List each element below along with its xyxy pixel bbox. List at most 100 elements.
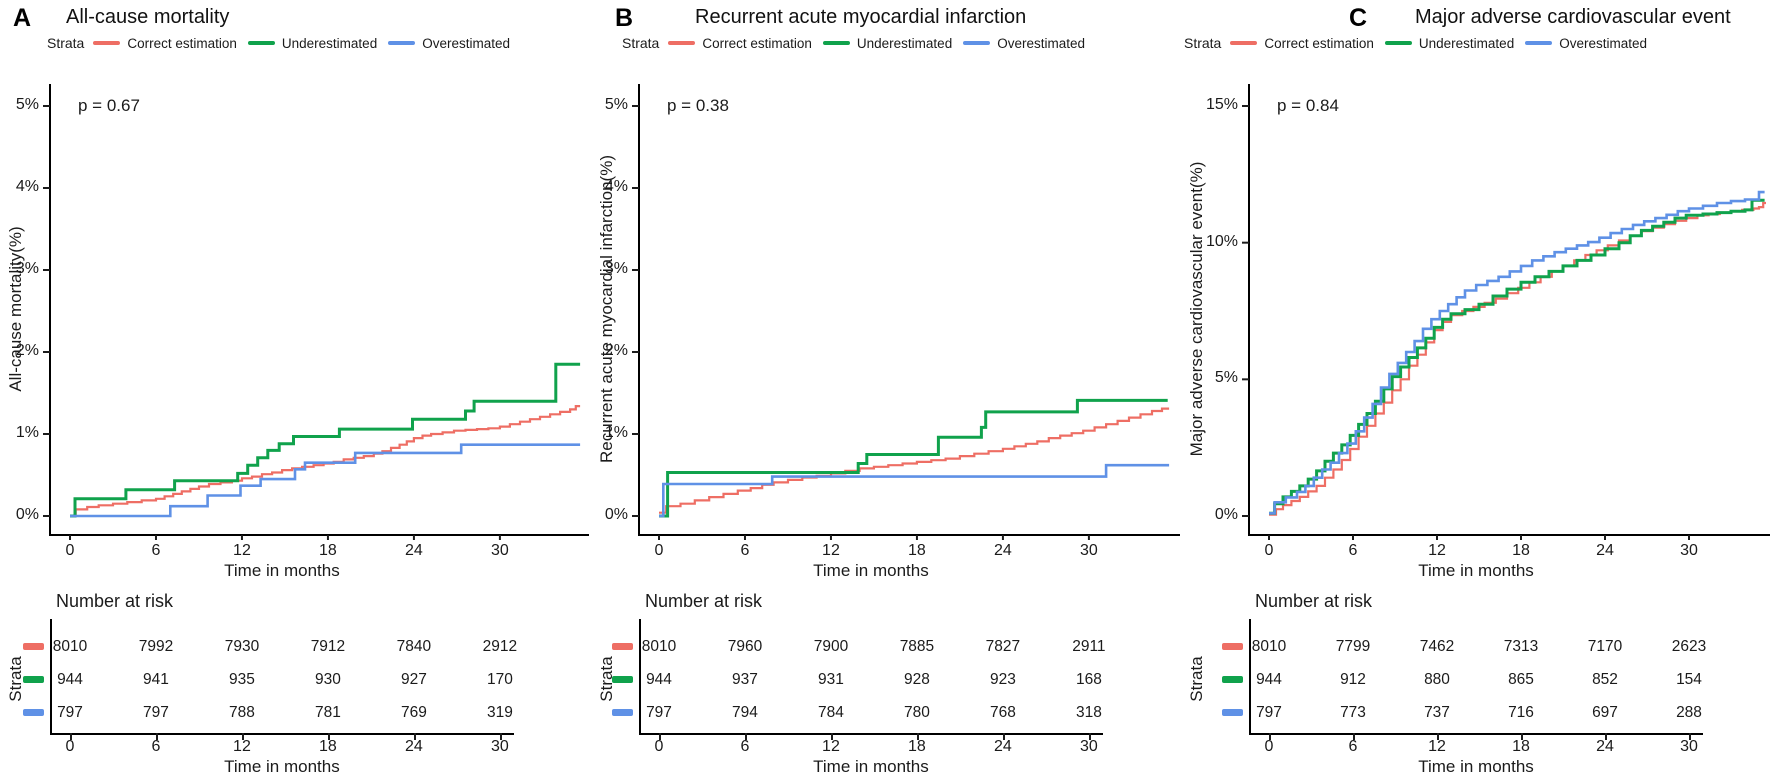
risk-count: 154 <box>1676 671 1702 688</box>
risk-count: 937 <box>732 671 758 688</box>
legend-title: Strata <box>1183 35 1222 51</box>
legend-item: Correct estimation <box>668 36 812 51</box>
risk-count: 928 <box>904 671 930 688</box>
survival-curve-underestimated <box>659 398 1168 518</box>
y-tick-label: 5% <box>15 96 39 113</box>
p-value-label: p = 0.67 <box>78 96 140 115</box>
risk-x-axis-line <box>50 733 514 735</box>
risk-count: 7799 <box>1335 638 1371 655</box>
legend-label: Underestimated <box>281 35 378 51</box>
y-tick-label: 10% <box>1205 232 1238 250</box>
legend-swatch-icon <box>1384 41 1412 45</box>
y-tick-label: 0% <box>15 506 39 523</box>
risk-row-swatch-icon <box>23 709 44 716</box>
x-tick-label: 0 <box>654 542 664 559</box>
risk-table-border <box>50 619 52 733</box>
legend-item: Underestimated <box>1384 35 1515 51</box>
risk-count: 768 <box>989 704 1016 721</box>
x-axis-title: Time in months <box>1418 561 1534 580</box>
y-tick-label: 4% <box>15 178 39 195</box>
number-at-risk-heading: Number at risk <box>645 591 763 611</box>
risk-x-tick-label: 0 <box>654 738 664 755</box>
x-tick-label: 12 <box>1428 542 1446 559</box>
x-tick-label: 0 <box>65 542 75 559</box>
legend-label: Overestimated <box>997 35 1086 51</box>
legend-label: Correct estimation <box>1264 35 1374 51</box>
risk-count: 880 <box>1424 671 1450 688</box>
risk-x-tick-mark <box>155 733 158 740</box>
risk-strata-axis-label: Strata <box>1187 656 1206 702</box>
survival-curve-overestimated <box>659 463 1170 518</box>
risk-x-tick-label: 12 <box>822 738 840 755</box>
x-tick-label: 30 <box>1079 542 1098 559</box>
y-tick-label: 1% <box>15 424 39 441</box>
risk-table-border <box>639 619 641 733</box>
x-tick-label: 18 <box>319 542 337 559</box>
risk-count: 7827 <box>985 638 1021 655</box>
x-tick-label: 18 <box>908 542 926 559</box>
x-tick-label: 0 <box>1264 542 1274 559</box>
risk-x-tick-label: 6 <box>740 738 750 755</box>
survival-curve-underestimated <box>1269 198 1765 515</box>
risk-count: 2911 <box>1072 638 1106 655</box>
risk-x-tick-mark <box>1088 733 1091 740</box>
risk-x-tick-label: 30 <box>1680 738 1698 755</box>
x-tick-label: 12 <box>233 542 251 559</box>
risk-count: 944 <box>646 671 672 688</box>
risk-count: 8010 <box>641 638 677 655</box>
risk-count: 797 <box>57 704 83 721</box>
legend-item: Overestimated <box>963 36 1085 51</box>
risk-count: 780 <box>904 704 930 721</box>
survival-plot <box>1242 84 1770 540</box>
risk-x-tick-mark <box>830 733 833 740</box>
risk-row-swatch-icon <box>23 643 44 650</box>
panel-letter: A <box>13 4 32 32</box>
y-tick-label: 15% <box>1205 96 1238 113</box>
risk-count: 944 <box>57 671 83 688</box>
risk-row-swatch-icon <box>23 676 44 683</box>
legend-label: Overestimated <box>1559 35 1648 51</box>
legend-item: Correct estimation <box>1230 36 1374 51</box>
risk-count: 788 <box>229 704 255 721</box>
x-tick-label: 6 <box>740 542 750 559</box>
strata-legend: Strata Correct estimation Underestimated O… <box>622 35 1096 51</box>
legend-item: Overestimated <box>1525 36 1647 51</box>
risk-count: 923 <box>989 671 1016 688</box>
risk-x-tick-mark <box>1002 733 1005 740</box>
legend-swatch-icon <box>822 41 850 45</box>
risk-count: 7992 <box>138 638 174 655</box>
risk-count: 697 <box>1592 704 1618 721</box>
y-tick-label: 1% <box>604 424 628 441</box>
legend-item: Overestimated <box>388 36 510 51</box>
risk-count: 930 <box>315 671 341 688</box>
y-tick-label: 0% <box>1214 506 1238 523</box>
risk-count: 931 <box>818 671 844 688</box>
legend-title: Strata <box>46 35 85 51</box>
survival-curve-correct-estimation <box>659 407 1170 514</box>
legend-swatch-icon <box>247 41 275 45</box>
risk-count: 716 <box>1508 704 1534 721</box>
risk-x-tick-mark <box>327 733 330 740</box>
risk-count: 935 <box>229 671 255 688</box>
strata-legend: Strata Correct estimation Underestimated O… <box>1184 35 1658 51</box>
risk-count: 852 <box>1592 671 1618 688</box>
survival-plot <box>43 84 589 540</box>
risk-x-tick-mark <box>1269 733 1271 740</box>
risk-count: 737 <box>1424 704 1450 721</box>
legend-item: Underestimated <box>247 35 378 51</box>
y-tick-label: 2% <box>604 342 628 359</box>
km-panel-a: A All-cause mortality Strata Correct est… <box>0 0 591 779</box>
risk-count: 318 <box>1075 704 1102 721</box>
legend-label: Underestimated <box>1418 35 1515 51</box>
risk-count: 797 <box>1256 704 1282 721</box>
p-value-label: p = 0.84 <box>1277 96 1339 115</box>
risk-count: 944 <box>1256 671 1282 688</box>
risk-count: 865 <box>1508 671 1534 688</box>
risk-x-tick-label: 12 <box>1428 738 1446 755</box>
y-tick-label: 5% <box>604 96 628 113</box>
legend-swatch-icon <box>93 41 121 45</box>
risk-x-tick-label: 18 <box>908 738 926 755</box>
x-axis-title: Time in months <box>813 561 929 580</box>
y-tick-label: 3% <box>604 260 628 277</box>
risk-row-swatch-icon <box>612 643 633 650</box>
